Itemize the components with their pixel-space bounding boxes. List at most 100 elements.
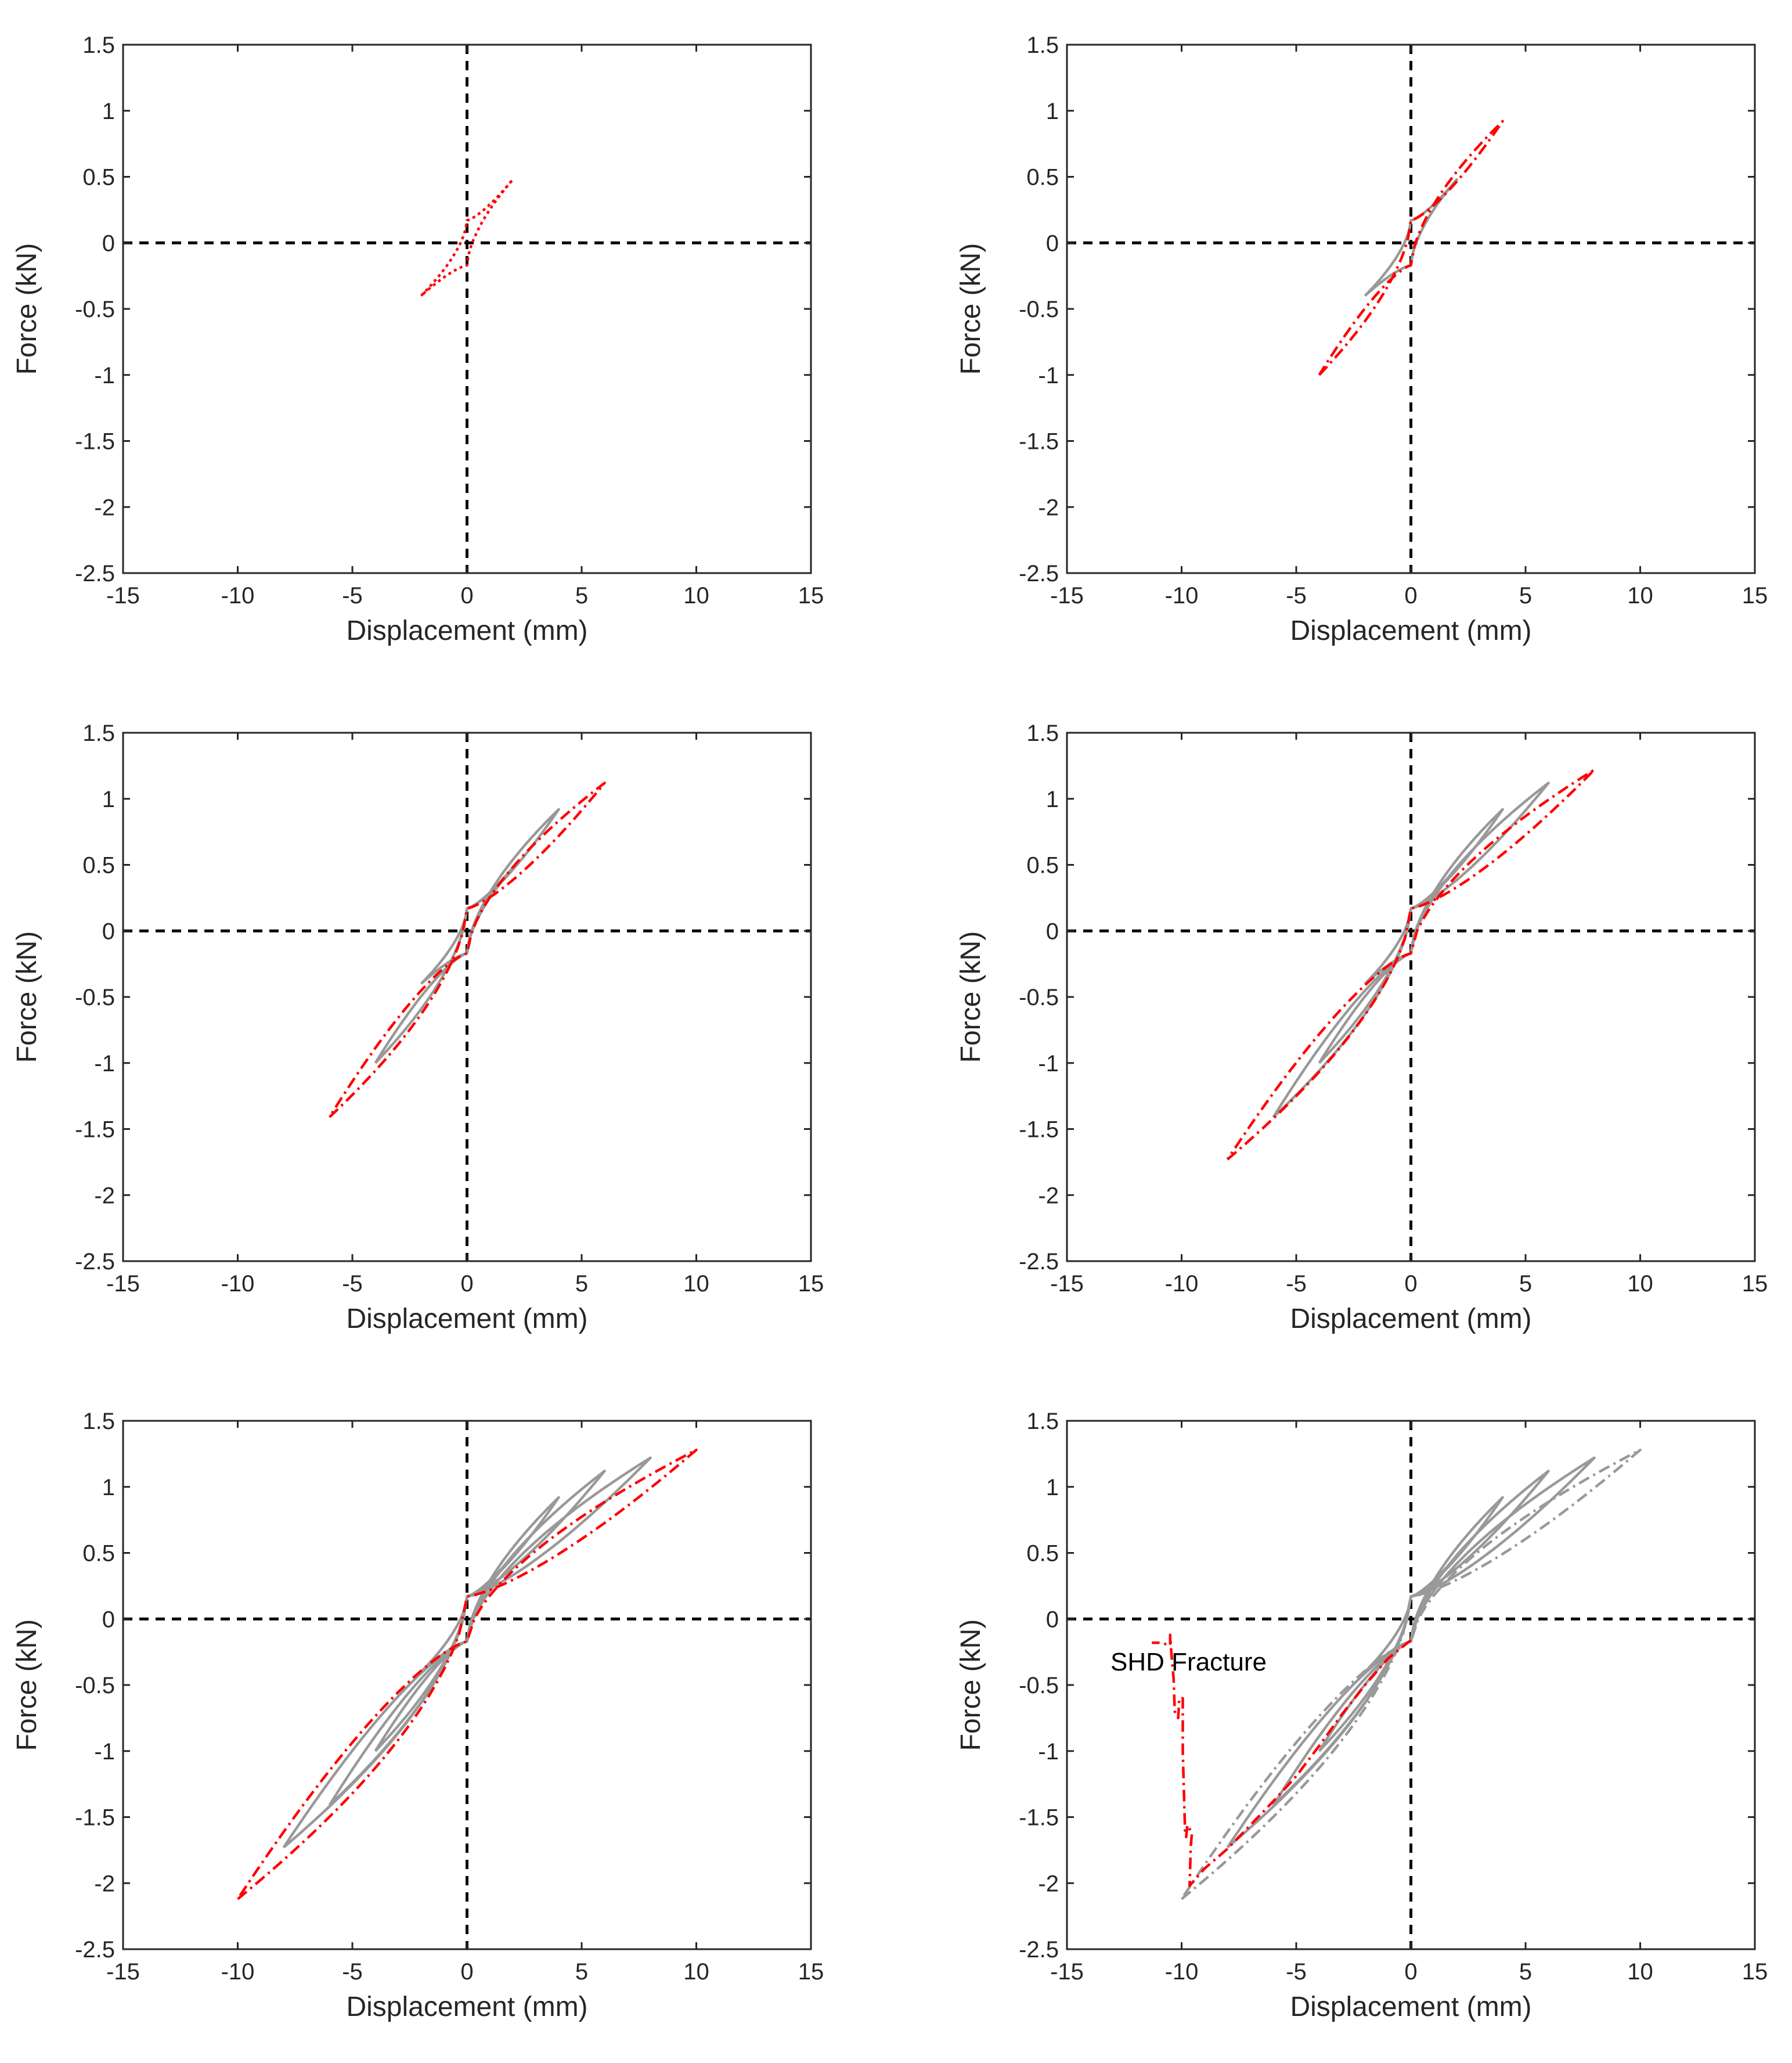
series-group: [1226, 768, 1596, 1161]
panel-middle-right: -15 -10 -5 0 5 10 15 1.5 1 0.5 0 -0.5 -1 -1.5 -2 -2.5 Di…: [956, 721, 1768, 1334]
y-tick-label: -2: [1038, 495, 1059, 520]
x-tick-label: -5: [342, 583, 363, 609]
y-tick-label: 1.5: [82, 721, 115, 746]
y-tick-label: -0.5: [75, 985, 115, 1010]
x-tick-label: -15: [1050, 1959, 1084, 1985]
y-tick-label: -2.5: [1019, 1249, 1059, 1274]
y-tick-label: 1.5: [1026, 721, 1059, 746]
y-tick-label: 0: [1046, 919, 1059, 944]
y-tick-label: -1: [1038, 1051, 1059, 1076]
x-tick-label: -15: [1050, 583, 1084, 609]
x-tick-label: 15: [1742, 1959, 1768, 1985]
y-tick-label: -2.5: [1019, 561, 1059, 586]
x-tick-label: 5: [575, 583, 588, 609]
y-tick-label: -2.5: [75, 1937, 115, 1963]
y-tick-label: -1: [94, 1739, 115, 1765]
series-group: [328, 782, 606, 1118]
y-tick-label: -0.5: [1019, 1673, 1059, 1698]
x-tick-label: -5: [342, 1271, 363, 1297]
series-line-1-0: [236, 1448, 698, 1900]
y-tick-label: 0.5: [82, 1541, 115, 1567]
y-tick-label: 1: [1046, 99, 1059, 124]
y-tick-label: 1: [1046, 1475, 1059, 1500]
panel-bottom-left: -15 -10 -5 0 5 10 15 1.5 1 0.5 0 -0.5 -1 -1.5 -2 -2.5 Di…: [12, 1409, 824, 2022]
x-tick-label: 0: [460, 583, 473, 609]
x-tick-label: 10: [1627, 1271, 1653, 1297]
y-tick-label: -0.5: [1019, 297, 1059, 322]
x-tick-label: 5: [1519, 1959, 1532, 1985]
y-tick-label: 0: [102, 231, 115, 256]
y-tick-label: -1: [1038, 363, 1059, 388]
y-tick-label: -2: [1038, 1871, 1059, 1896]
y-tick-label: 0.5: [1026, 853, 1059, 879]
series-line-1-0: [1318, 120, 1504, 376]
x-tick-label: -5: [1286, 1271, 1307, 1297]
y-tick-label: -1: [94, 363, 115, 388]
y-tick-label: -2.5: [75, 561, 115, 586]
x-tick-label: -15: [106, 583, 140, 609]
x-tick-label: -10: [221, 1959, 255, 1985]
x-tick-label: 15: [798, 583, 824, 609]
series-group: [1152, 1448, 1642, 1900]
x-tick-label: 15: [1742, 1271, 1768, 1297]
series-line-1-0: [1226, 768, 1596, 1161]
y-tick-label: -1.5: [75, 1805, 115, 1831]
y-tick-label: 0: [102, 1607, 115, 1632]
series-line-0-1: [374, 808, 560, 1064]
y-tick-label: -1.5: [75, 1117, 115, 1143]
y-axis-label: Force (kN): [12, 1619, 42, 1751]
y-axis-label: Force (kN): [956, 1619, 986, 1751]
x-tick-label: -5: [1286, 583, 1307, 609]
x-tick-label: 10: [683, 1959, 709, 1985]
x-tick-label: 5: [575, 1271, 588, 1297]
y-tick-label: 0.5: [1026, 165, 1059, 190]
y-tick-label: 1: [102, 787, 115, 812]
y-tick-label: -0.5: [75, 1673, 115, 1698]
x-axis-label: Displacement (mm): [1290, 1304, 1531, 1334]
y-tick-label: -1: [1038, 1739, 1059, 1765]
series-line-0-1: [374, 1496, 560, 1752]
x-tick-label: 0: [460, 1959, 473, 1985]
y-tick-label: -0.5: [1019, 985, 1059, 1010]
y-tick-label: -2: [94, 495, 115, 520]
series-group: [236, 1448, 698, 1900]
x-tick-label: 10: [683, 583, 709, 609]
x-tick-label: -5: [1286, 1959, 1307, 1985]
y-axis-label: Force (kN): [956, 243, 986, 375]
y-tick-label: 1.5: [1026, 33, 1059, 58]
series-group: [1318, 120, 1504, 376]
y-tick-label: -2: [94, 1871, 115, 1896]
y-tick-label: 0.5: [82, 853, 115, 879]
series-line-0-3: [1226, 1456, 1596, 1849]
x-tick-label: -10: [1165, 1271, 1199, 1297]
x-tick-label: 10: [1627, 1959, 1653, 1985]
y-tick-label: -0.5: [75, 297, 115, 322]
x-tick-label: 15: [798, 1959, 824, 1985]
y-tick-label: 1.5: [82, 1409, 115, 1434]
y-tick-label: 0.5: [82, 165, 115, 190]
x-tick-label: 10: [1627, 583, 1653, 609]
x-tick-label: -10: [221, 583, 255, 609]
y-tick-label: -2.5: [75, 1249, 115, 1274]
y-tick-label: -2: [1038, 1183, 1059, 1208]
y-tick-label: -1.5: [1019, 1805, 1059, 1831]
x-tick-label: 0: [1404, 1959, 1417, 1985]
series-line-0-2: [1272, 782, 1550, 1118]
y-tick-label: 1: [1046, 787, 1059, 812]
y-tick-label: 0.5: [1026, 1541, 1059, 1567]
x-tick-label: -5: [342, 1959, 363, 1985]
y-tick-label: -2: [94, 1183, 115, 1208]
series-line-1-0: [328, 782, 606, 1118]
y-tick-label: 0: [1046, 231, 1059, 256]
x-axis-label: Displacement (mm): [346, 1304, 587, 1334]
x-axis-label: Displacement (mm): [1290, 1992, 1531, 2022]
x-tick-label: -10: [221, 1271, 255, 1297]
x-tick-label: 15: [798, 1271, 824, 1297]
x-tick-label: 5: [575, 1959, 588, 1985]
series-line-0-3: [282, 1456, 652, 1849]
series-line-0-0: [1364, 178, 1458, 297]
y-tick-label: 0: [1046, 1607, 1059, 1632]
x-tick-label: -10: [1165, 1959, 1199, 1985]
x-tick-label: 0: [1404, 1271, 1417, 1297]
